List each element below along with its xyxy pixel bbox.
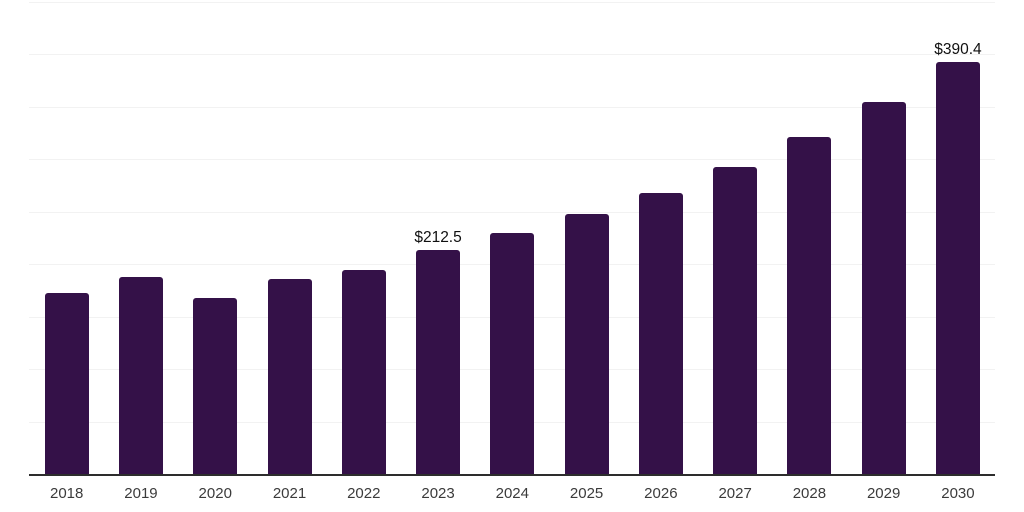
bar-2024: [490, 232, 535, 474]
gridline: [29, 159, 995, 161]
x-tick-2030: 2030: [941, 485, 975, 502]
x-tick-2020: 2020: [198, 485, 232, 502]
bar-2022: [341, 269, 386, 474]
x-axis-line: [29, 474, 995, 476]
bar-2018: [44, 292, 89, 474]
bar-2030: [935, 61, 980, 474]
x-tick-2024: 2024: [495, 485, 529, 502]
bar-value-label-2023: $212.5: [414, 228, 462, 246]
x-tick-2022: 2022: [347, 485, 381, 502]
bar-2023: [416, 249, 461, 474]
x-tick-2023: 2023: [421, 485, 455, 502]
bar-2029: [861, 102, 906, 474]
bar-2028: [787, 136, 832, 474]
x-tick-2029: 2029: [866, 485, 901, 502]
bar-2026: [638, 193, 683, 474]
x-tick-2018: 2018: [50, 485, 84, 502]
x-tick-2019: 2019: [124, 485, 158, 502]
bar-2025: [564, 213, 609, 474]
bar-value-label-2030: $390.4: [934, 40, 982, 58]
bar-2027: [713, 166, 758, 474]
bar-2020: [193, 298, 238, 474]
x-tick-2028: 2028: [792, 485, 827, 502]
x-tick-2027: 2027: [718, 485, 752, 502]
gridline: [29, 106, 995, 108]
gridline: [29, 2, 995, 3]
bar-2021: [267, 278, 312, 474]
bar-2019: [118, 277, 163, 474]
gridline: [29, 54, 995, 56]
x-tick-2026: 2026: [644, 485, 678, 502]
x-tick-2025: 2025: [569, 485, 604, 502]
gridline: [29, 211, 995, 213]
x-tick-2021: 2021: [272, 485, 307, 502]
